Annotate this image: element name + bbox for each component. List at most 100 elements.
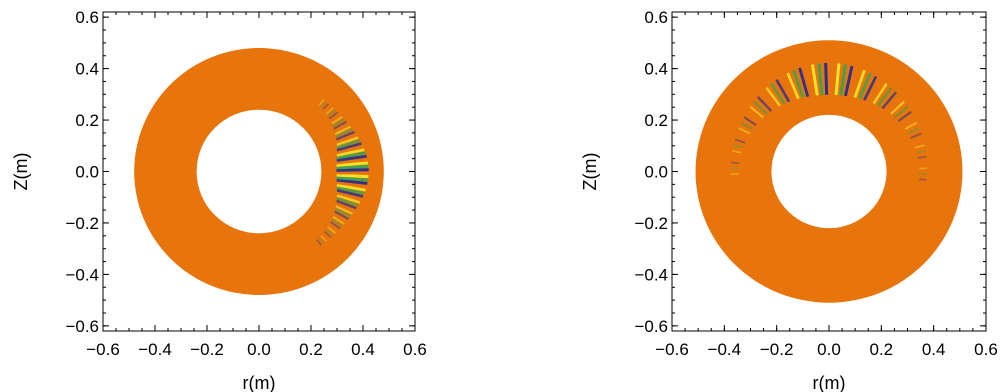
mode-stripe [332,215,345,225]
mode-stripe [316,97,323,104]
mode-stripe [736,132,748,139]
mode-stripe [730,161,740,165]
x-tick-label: 0.2 [299,340,323,359]
x-tick-label: −0.4 [708,340,742,359]
mode-stripe [765,87,781,107]
mode-stripe [336,148,365,157]
mode-stripe [817,63,824,96]
mode-stripe [336,199,357,210]
mode-stripe [336,142,362,152]
mode-stripe [331,116,343,125]
y-axis-label: Z(m) [11,153,31,191]
x-tick-label: −0.6 [86,340,120,359]
x-tick-label: 0.0 [817,340,841,359]
x-tick-label: −0.2 [190,340,224,359]
mode-stripe [863,75,878,101]
mode-stripe [336,194,361,204]
mode-stripe [740,121,754,130]
mode-stripe [335,205,353,215]
y-tick-label: 0.0 [644,163,668,182]
mode-stripe [322,232,330,240]
mode-stripe [877,87,893,107]
mode-stripe [798,67,810,98]
x-tick-label: −0.6 [655,340,689,359]
x-axis-label: r(m) [813,373,846,392]
mode-stripe [327,226,337,234]
mode-stripe [330,221,341,230]
mode-stripe [749,105,764,119]
mode-stripe [894,105,909,119]
mode-stripe [325,228,334,236]
mode-stripe [738,127,751,135]
y-tick-label: 0.4 [75,60,99,79]
x-tick-label: 0.4 [351,340,375,359]
mode-stripe [907,127,920,135]
mode-stripe [336,154,367,162]
chart-panel-1: −0.6 −0.4 −0.2 0.0 0.2 0.4 0.6 0.6 0.4 0.2 0.0 −0.2… [11,8,427,392]
mode-stripe [918,161,928,165]
mode-stripe [336,158,368,165]
mode-stripe [731,155,741,159]
mode-stripe [872,82,888,105]
mode-stripe [804,65,814,97]
mode-stripe [334,125,351,136]
mode-stripe [336,145,364,155]
mode-stripe [811,64,819,96]
mode-stripe [916,149,926,154]
mode-stripe [336,168,369,172]
y-tick-label: 0.2 [644,111,668,130]
mode-stripe [732,149,742,154]
mode-stripe [786,72,800,100]
mode-stripe [336,151,366,160]
mode-stripe [901,116,915,126]
mode-stripe [904,121,918,130]
mode-stripe [336,164,369,170]
mode-stripe [919,178,927,181]
mode-stripe [336,133,357,144]
mode-stripe [336,161,369,167]
mode-stripe [734,138,746,144]
mode-stripe [912,138,924,144]
mode-stripe [318,237,325,244]
x-tick-label: −0.2 [760,340,794,359]
mode-stripe [334,123,349,133]
mode-stripe [336,196,359,207]
mode-stripe [336,178,368,185]
mode-stripe [322,103,330,111]
mode-stripe [332,118,345,128]
mode-stripe [917,155,927,159]
y-tick-label: −0.6 [634,317,668,336]
mode-stripe [316,239,323,246]
mode-stripe [334,207,351,218]
mode-stripe [881,91,897,110]
mode-stripe [336,181,367,189]
mode-stripe [829,62,834,95]
mode-stripe [761,91,777,110]
mode-structure [730,62,928,181]
mode-stripe [780,75,795,101]
mode-stripe [890,100,905,115]
mode-stripe [323,230,332,238]
mode-stripe [733,144,744,149]
y-tick-label: 0.6 [644,8,668,27]
mode-stripe [335,130,355,141]
mode-stripe [335,202,355,213]
plasma-annulus [695,40,963,303]
mode-stripe [858,72,872,100]
mode-stripe [336,139,361,149]
y-tick-label: −0.2 [634,214,668,233]
mode-stripe [848,67,860,98]
mode-stripe [336,186,365,195]
x-tick-label: 0.4 [922,340,946,359]
x-tick-label: 0.0 [247,340,271,359]
mode-stripe [853,69,866,99]
mode-stripe [334,210,349,220]
mode-stripe [792,69,805,99]
chart-panel-2: −0.6 −0.4 −0.2 0.0 0.2 0.4 0.6 0.6 0.4 0.2 0.0 −0.2… [580,8,998,392]
mode-stripe [885,96,902,112]
x-tick-label: 0.6 [403,340,427,359]
mode-stripe [333,120,347,130]
x-axis-label: r(m) [243,373,276,392]
mode-stripe [336,191,362,201]
mode-stripe [318,99,325,106]
